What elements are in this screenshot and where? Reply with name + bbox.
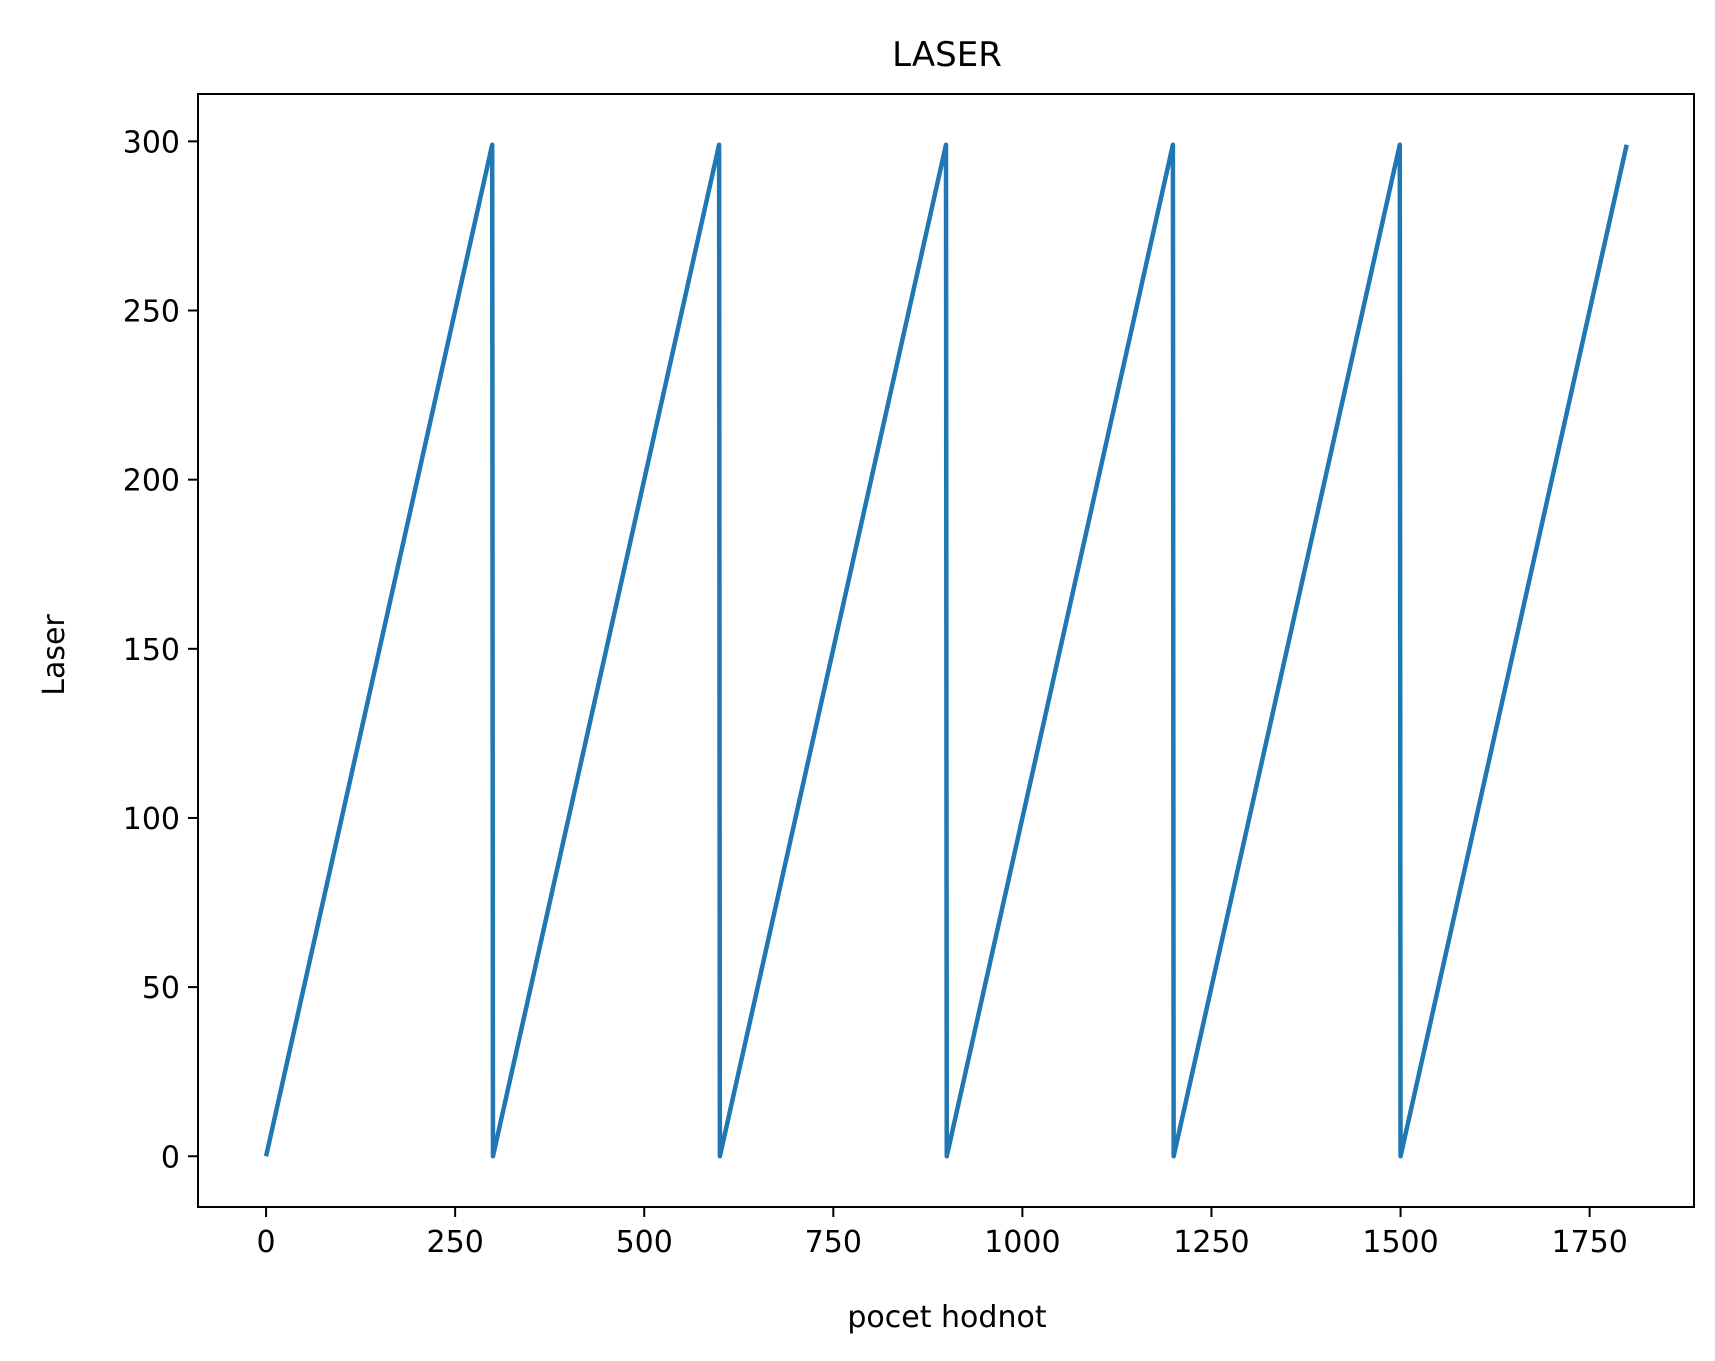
y-tick-label: 200 (123, 464, 180, 499)
x-axis-ticks: 0 250 500 750 1000 1250 1500 1750 (257, 1207, 1628, 1260)
y-axis-label: Laser (37, 614, 72, 696)
x-tick-label: 250 (427, 1225, 484, 1260)
x-tick-label: 1000 (984, 1225, 1060, 1260)
x-tick-label: 1500 (1362, 1225, 1438, 1260)
y-tick-label: 300 (123, 125, 180, 160)
series-layer (263, 142, 1629, 1159)
chart-title: LASER (892, 35, 1002, 75)
y-tick-label: 0 (161, 1140, 180, 1175)
y-axis-ticks: 0 50 100 150 200 250 300 (123, 125, 198, 1175)
y-tick-label: 250 (123, 295, 180, 330)
x-axis-label: pocet hodnot (847, 1300, 1046, 1335)
x-tick-label: 1250 (1173, 1225, 1249, 1260)
x-tick-label: 0 (257, 1225, 276, 1260)
x-tick-label: 500 (616, 1225, 673, 1260)
x-tick-label: 750 (805, 1225, 862, 1260)
series-line (263, 142, 1629, 1159)
plot-frame (197, 93, 1695, 1208)
y-tick-label: 100 (123, 802, 180, 837)
x-tick-label: 1750 (1551, 1225, 1627, 1260)
y-tick-label: 50 (142, 971, 180, 1006)
y-tick-label: 150 (123, 633, 180, 668)
